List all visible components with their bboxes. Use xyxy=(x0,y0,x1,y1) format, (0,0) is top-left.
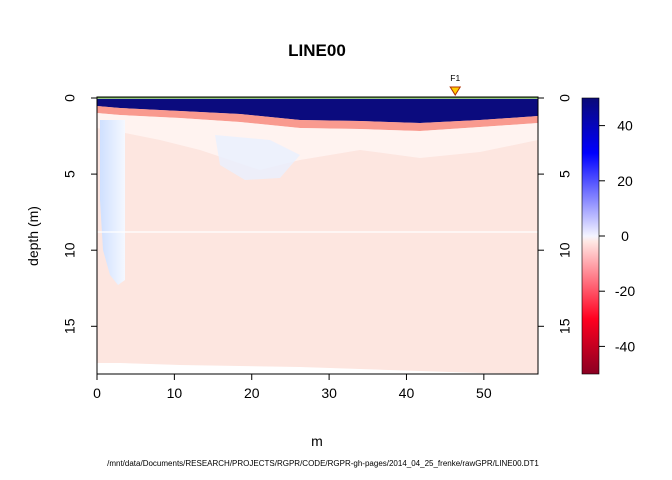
surface-reflection-band xyxy=(97,99,538,123)
y-right-tick-label: 15 xyxy=(557,318,573,334)
y-axis-right: 0 5 10 15 xyxy=(538,94,573,334)
y-tick-label: 5 xyxy=(62,170,78,178)
source-file-path: /mnt/data/Documents/RESEARCH/PROJECTS/RG… xyxy=(107,459,539,468)
y-axis-label: depth (m) xyxy=(25,206,41,266)
fiducial-label: F1 xyxy=(450,73,460,83)
colorbar-tick-label: -40 xyxy=(615,338,635,354)
near-surface-white-zone xyxy=(97,113,538,170)
x-tick-label: 40 xyxy=(399,385,415,401)
y-right-tick-label: 5 xyxy=(557,170,573,178)
y-tick-label: 10 xyxy=(62,242,78,258)
blue-shallow-anomaly xyxy=(100,120,125,285)
fiducial-triangle xyxy=(449,86,462,96)
chart-title: LINE00 xyxy=(288,41,346,60)
x-axis: 0 10 20 30 40 50 xyxy=(93,373,492,401)
y-right-tick-label: 10 xyxy=(557,242,573,258)
x-tick-label: 50 xyxy=(476,385,492,401)
x-tick-label: 0 xyxy=(93,385,101,401)
y-tick-label: 15 xyxy=(62,318,78,334)
x-tick-label: 10 xyxy=(167,385,183,401)
y-right-tick-label: 0 xyxy=(557,94,573,102)
colorbar-tick-label: 40 xyxy=(617,118,633,134)
x-tick-label: 30 xyxy=(321,385,337,401)
red-reflector-band xyxy=(97,106,538,131)
plot-frame xyxy=(96,96,539,375)
colorbar-tick-label: 0 xyxy=(621,228,629,244)
colorbar-tick-label: -20 xyxy=(615,283,635,299)
blue-subsurface-patch xyxy=(215,135,300,180)
y-tick-label: 0 xyxy=(62,94,78,102)
colorbar xyxy=(581,97,600,375)
colorbar-axis: 40 20 0 -20 -40 xyxy=(599,118,635,354)
y-axis-left: 0 5 10 15 xyxy=(62,94,97,334)
colorbar-tick-label: 20 xyxy=(617,173,633,189)
x-axis-label: m xyxy=(311,433,323,449)
fiducial-marker: F1 xyxy=(449,73,462,96)
data-region xyxy=(97,99,538,374)
radargram-heatmap xyxy=(97,97,538,374)
x-tick-label: 20 xyxy=(244,385,260,401)
